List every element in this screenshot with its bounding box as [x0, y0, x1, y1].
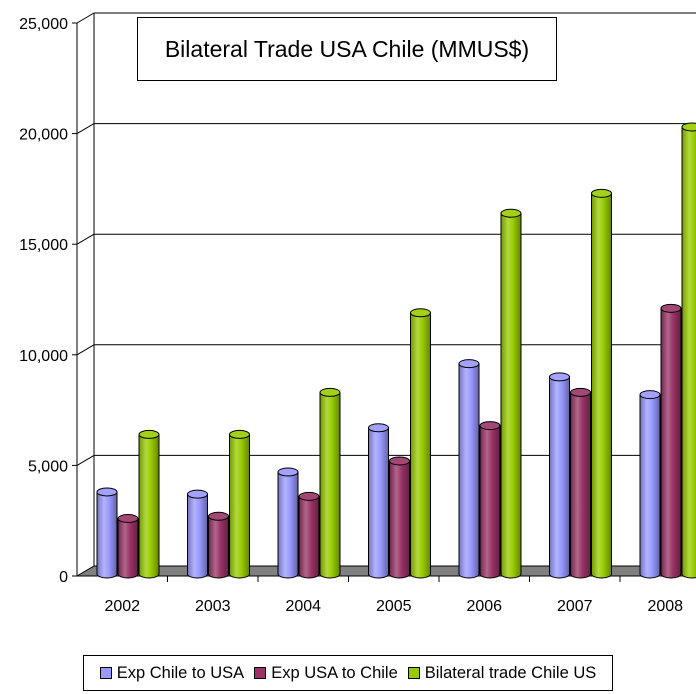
bar-top: [277, 467, 299, 477]
bar-top: [549, 372, 570, 382]
bar-top: [117, 513, 139, 523]
y-tick-label: 25,000: [19, 16, 68, 33]
bar-exp-usa-to-chile-2005: [389, 460, 410, 579]
x-tick-label: 2007: [557, 598, 593, 615]
bar-exp-usa-to-chile-2004: [298, 495, 320, 579]
bar-top: [591, 188, 612, 198]
x-tick-label: 2003: [195, 598, 231, 615]
y-tick-label: 5,000: [28, 458, 68, 475]
legend-label-bilateral-trade: Bilateral trade Chile US: [424, 663, 597, 682]
legend-item-exp-usa-to-chile: Exp USA to Chile: [254, 664, 398, 683]
bar-top: [138, 429, 160, 439]
bar-top: [660, 303, 682, 313]
gridline-diagonal: [76, 123, 95, 135]
bar-exp-chile-to-usa-2002: [96, 491, 118, 579]
bar-top: [229, 429, 250, 439]
bar-top: [96, 487, 118, 497]
y-tick-label: 0: [59, 569, 68, 586]
bar-top: [389, 456, 410, 466]
y-tick-label: 10,000: [19, 348, 68, 365]
bar-top: [298, 491, 320, 501]
y-tick-label: 20,000: [19, 127, 68, 144]
bar-top: [368, 423, 389, 433]
bar-exp-chile-to-usa-2004: [277, 471, 299, 579]
legend-item-exp-chile-to-usa: Exp Chile to USA: [99, 663, 245, 683]
bar-bilateral-trade-chile-us-2008: [681, 126, 696, 579]
bar-exp-usa-to-chile-2003: [208, 515, 229, 579]
gridline-diagonal: [76, 344, 95, 356]
gridline-diagonal: [76, 454, 95, 466]
legend: Exp Chile to USA Exp USA to Chile Bilate…: [83, 655, 613, 691]
x-tick-label: 2005: [376, 598, 412, 615]
x-tick-label: 2002: [104, 598, 140, 615]
x-tick-label: 2004: [285, 598, 321, 615]
bar-exp-chile-to-usa-2007: [549, 376, 570, 579]
bar-top: [639, 390, 661, 400]
bar-top: [570, 387, 591, 397]
bar-top: [187, 489, 208, 499]
legend-item-bilateral-trade: Bilateral trade Chile US: [407, 663, 597, 683]
bar-exp-chile-to-usa-2006: [458, 363, 480, 579]
bar-top: [208, 511, 229, 521]
bar-exp-chile-to-usa-2008: [639, 394, 661, 579]
x-tick-label: 2006: [466, 598, 502, 615]
y-tick-label: 15,000: [19, 237, 68, 254]
bar-bilateral-trade-chile-us-2002: [138, 433, 160, 579]
bar-top: [319, 387, 341, 397]
legend-swatch-bilateral-trade: [407, 667, 420, 679]
legend-label-exp-chile-to-usa: Exp Chile to USA: [116, 663, 245, 682]
gridline-diagonal: [76, 12, 95, 24]
bar-exp-usa-to-chile-2006: [479, 425, 501, 579]
bar-exp-chile-to-usa-2005: [368, 427, 389, 579]
bar-exp-usa-to-chile-2002: [117, 517, 139, 579]
bar-bilateral-trade-chile-us-2004: [319, 391, 341, 579]
legend-swatch-exp-chile-to-usa: [99, 667, 112, 679]
bar-bilateral-trade-chile-us-2006: [500, 212, 522, 579]
gridline-diagonal: [76, 233, 95, 245]
bar-top: [500, 208, 522, 218]
bar-exp-usa-to-chile-2007: [570, 391, 591, 579]
bar-top: [681, 122, 696, 132]
bar-top: [479, 421, 501, 431]
bar-top: [458, 359, 480, 369]
bar-bilateral-trade-chile-us-2007: [591, 192, 612, 579]
bar-bilateral-trade-chile-us-2003: [229, 433, 250, 579]
legend-label-exp-usa-to-chile: Exp USA to Chile: [271, 663, 398, 682]
legend-swatch-exp-usa-to-chile: [254, 667, 267, 679]
chart-title: Bilateral Trade USA Chile (MMUS$): [137, 17, 557, 81]
bar-top: [410, 308, 431, 318]
bar-exp-usa-to-chile-2008: [660, 307, 682, 579]
bar-exp-chile-to-usa-2003: [187, 493, 208, 579]
x-tick-label: 2008: [647, 598, 683, 615]
bar-bilateral-trade-chile-us-2005: [410, 312, 431, 579]
